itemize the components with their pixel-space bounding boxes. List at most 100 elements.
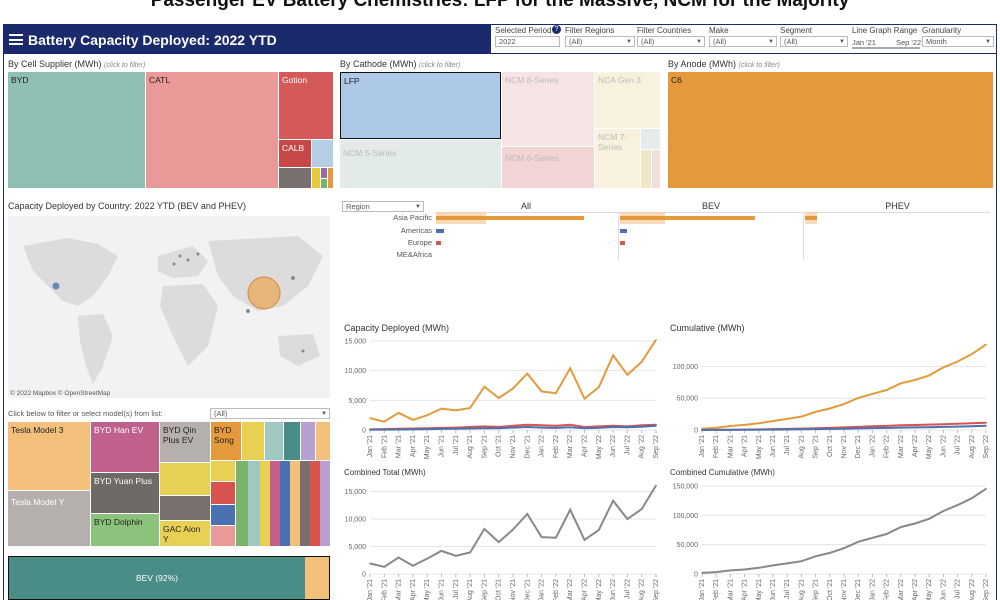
data-point[interactable] [612, 500, 614, 502]
supplier-other[interactable] [321, 179, 327, 188]
data-point[interactable] [526, 513, 529, 515]
data-point[interactable] [383, 428, 386, 431]
data-point[interactable] [928, 423, 930, 426]
countries-select[interactable]: (All) ▼ [637, 36, 705, 47]
data-point[interactable] [928, 374, 930, 377]
line-chart-cumulative[interactable]: 0 50,000 100,000 Jan '21 Feb '21 Mar '21 Apr '… [666, 335, 992, 460]
data-point[interactable] [569, 423, 571, 426]
hamburger-menu-icon[interactable] [9, 34, 23, 45]
data-point[interactable] [469, 426, 471, 428]
powertrain-bev[interactable]: BEV (92%) [9, 557, 305, 599]
supplier-treemap[interactable]: BYD CATL Gotion CALB [8, 72, 333, 188]
series-line[interactable] [369, 339, 657, 423]
data-point[interactable] [555, 392, 557, 395]
anode-c6[interactable]: C6 [668, 72, 993, 188]
map-bubble[interactable] [178, 254, 182, 258]
help-icon[interactable]: ? [552, 25, 561, 34]
data-point[interactable] [857, 397, 859, 399]
period-select[interactable]: 2022 [495, 36, 560, 47]
model-other[interactable] [211, 505, 235, 525]
data-point[interactable] [942, 366, 945, 369]
region-bar[interactable] [436, 229, 444, 233]
data-point[interactable] [956, 504, 959, 506]
model-other[interactable] [160, 496, 210, 520]
data-point[interactable] [469, 551, 471, 554]
data-point[interactable] [985, 487, 987, 490]
data-point[interactable] [701, 429, 703, 431]
cathode-other[interactable] [652, 150, 660, 188]
data-point[interactable] [555, 536, 557, 539]
data-point[interactable] [772, 428, 774, 431]
data-point[interactable] [426, 428, 428, 430]
region-bar[interactable] [436, 216, 584, 220]
region-bar[interactable] [620, 229, 627, 233]
data-point[interactable] [655, 425, 657, 427]
data-point[interactable] [814, 411, 817, 413]
map-bubble[interactable] [291, 276, 295, 280]
region-bar[interactable] [620, 216, 755, 220]
range-slider[interactable] [852, 47, 920, 49]
data-point[interactable] [942, 423, 945, 425]
data-point[interactable] [598, 386, 600, 389]
supplier-calb[interactable]: CALB [279, 140, 311, 167]
data-point[interactable] [483, 528, 486, 530]
data-point[interactable] [985, 421, 987, 424]
models-treemap[interactable]: Tesla Model 3 BYD Han EV BYD Qin Plus EV… [8, 422, 330, 546]
map-bubble[interactable] [247, 276, 281, 310]
data-point[interactable] [871, 537, 874, 539]
data-point[interactable] [914, 426, 916, 429]
segment-select[interactable]: (All) ▼ [780, 36, 848, 47]
data-point[interactable] [397, 556, 400, 559]
model-other[interactable] [265, 422, 283, 460]
data-point[interactable] [426, 557, 428, 560]
model-other[interactable] [316, 422, 330, 460]
data-point[interactable] [612, 354, 614, 357]
data-point[interactable] [971, 422, 973, 425]
models-select[interactable]: (All) ▼ [210, 408, 330, 419]
data-point[interactable] [786, 562, 788, 565]
data-point[interactable] [569, 426, 571, 429]
data-point[interactable] [971, 497, 973, 500]
data-point[interactable] [900, 382, 902, 385]
data-point[interactable] [583, 397, 586, 400]
data-point[interactable] [743, 568, 746, 571]
data-point[interactable] [540, 536, 543, 538]
data-point[interactable] [626, 518, 629, 520]
region-bar[interactable] [436, 241, 441, 245]
data-point[interactable] [526, 423, 529, 426]
data-point[interactable] [497, 541, 500, 543]
model-tesla-model-y[interactable]: Tesla Model Y [8, 491, 90, 546]
data-point[interactable] [369, 428, 371, 431]
model-other[interactable] [211, 461, 235, 481]
data-point[interactable] [612, 426, 614, 428]
model-other[interactable] [211, 526, 235, 546]
data-point[interactable] [914, 424, 916, 426]
data-point[interactable] [583, 427, 586, 430]
data-point[interactable] [483, 385, 486, 388]
cathode-nca[interactable]: NCA Gen 3 [595, 72, 660, 128]
model-other[interactable] [236, 461, 330, 546]
data-point[interactable] [885, 533, 888, 535]
data-point[interactable] [469, 407, 471, 409]
data-point[interactable] [729, 429, 732, 431]
powertrain-phev[interactable] [305, 557, 329, 599]
data-point[interactable] [455, 409, 457, 412]
model-byd-yuan-plus[interactable]: BYD Yuan Plus [91, 473, 159, 513]
cathode-treemap[interactable]: LFP NCM 8-Series NCA Gen 3 NCM 5-Series … [340, 72, 660, 188]
data-point[interactable] [440, 550, 443, 552]
data-point[interactable] [843, 547, 845, 549]
data-point[interactable] [598, 425, 600, 428]
supplier-other[interactable] [312, 168, 320, 188]
model-other[interactable] [160, 463, 210, 495]
data-point[interactable] [729, 425, 732, 427]
data-point[interactable] [743, 424, 746, 426]
data-point[interactable] [885, 389, 888, 391]
data-point[interactable] [857, 426, 859, 428]
data-point[interactable] [814, 555, 817, 558]
data-point[interactable] [397, 428, 400, 431]
data-point[interactable] [900, 526, 902, 528]
data-point[interactable] [971, 425, 973, 428]
data-point[interactable] [829, 552, 831, 554]
world-map[interactable] [8, 216, 330, 398]
data-point[interactable] [397, 411, 400, 414]
